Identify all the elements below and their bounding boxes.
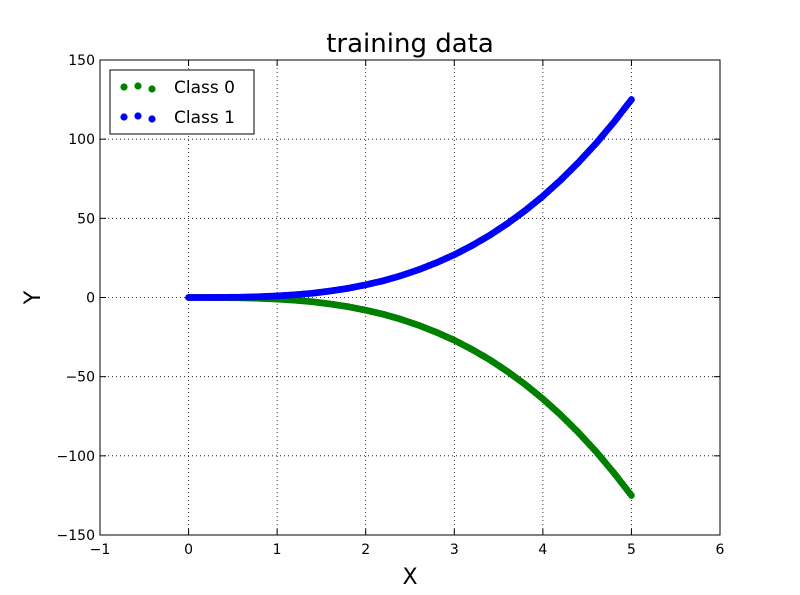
legend-label: Class 1 bbox=[174, 108, 235, 128]
x-tick-label: −1 bbox=[90, 542, 111, 558]
y-tick-label: 150 bbox=[68, 53, 95, 69]
legend-marker bbox=[148, 85, 156, 93]
y-tick-label: −150 bbox=[57, 528, 95, 544]
legend-item: Class 0 bbox=[120, 78, 235, 98]
legend-marker bbox=[134, 112, 142, 120]
x-tick-label: 3 bbox=[450, 542, 459, 558]
legend-marker bbox=[148, 115, 156, 123]
data-point bbox=[628, 96, 635, 103]
x-tick-label: 6 bbox=[716, 542, 725, 558]
x-tick-label: 2 bbox=[361, 542, 370, 558]
x-axis-title: X bbox=[402, 565, 417, 590]
legend-marker bbox=[134, 82, 142, 90]
x-tick-label: 1 bbox=[273, 542, 282, 558]
x-tick-label: 4 bbox=[538, 542, 547, 558]
legend-item: Class 1 bbox=[120, 108, 235, 128]
legend-box bbox=[109, 69, 255, 135]
axis-ticks: −1 0 1 2 3 4 5 6 −150 −100 −50 0 50 100 150 bbox=[57, 53, 725, 558]
y-tick-label: −50 bbox=[65, 370, 95, 386]
legend-marker bbox=[120, 113, 128, 121]
chart-title: training data bbox=[326, 29, 494, 59]
data-point bbox=[628, 492, 635, 499]
x-tick-label: 5 bbox=[627, 542, 636, 558]
legend-label: Class 0 bbox=[174, 78, 235, 98]
data-points bbox=[185, 96, 635, 499]
y-axis-title: Y bbox=[21, 290, 46, 305]
legend: Class 0 Class 1 bbox=[109, 69, 255, 135]
grid-lines bbox=[100, 60, 720, 535]
x-tick-label: 0 bbox=[184, 542, 193, 558]
y-tick-label: 0 bbox=[86, 291, 95, 307]
y-tick-label: 50 bbox=[77, 211, 95, 227]
series-1 bbox=[185, 96, 635, 301]
y-tick-label: −100 bbox=[57, 449, 95, 465]
y-tick-label: 100 bbox=[68, 132, 95, 148]
legend-marker bbox=[120, 83, 128, 91]
